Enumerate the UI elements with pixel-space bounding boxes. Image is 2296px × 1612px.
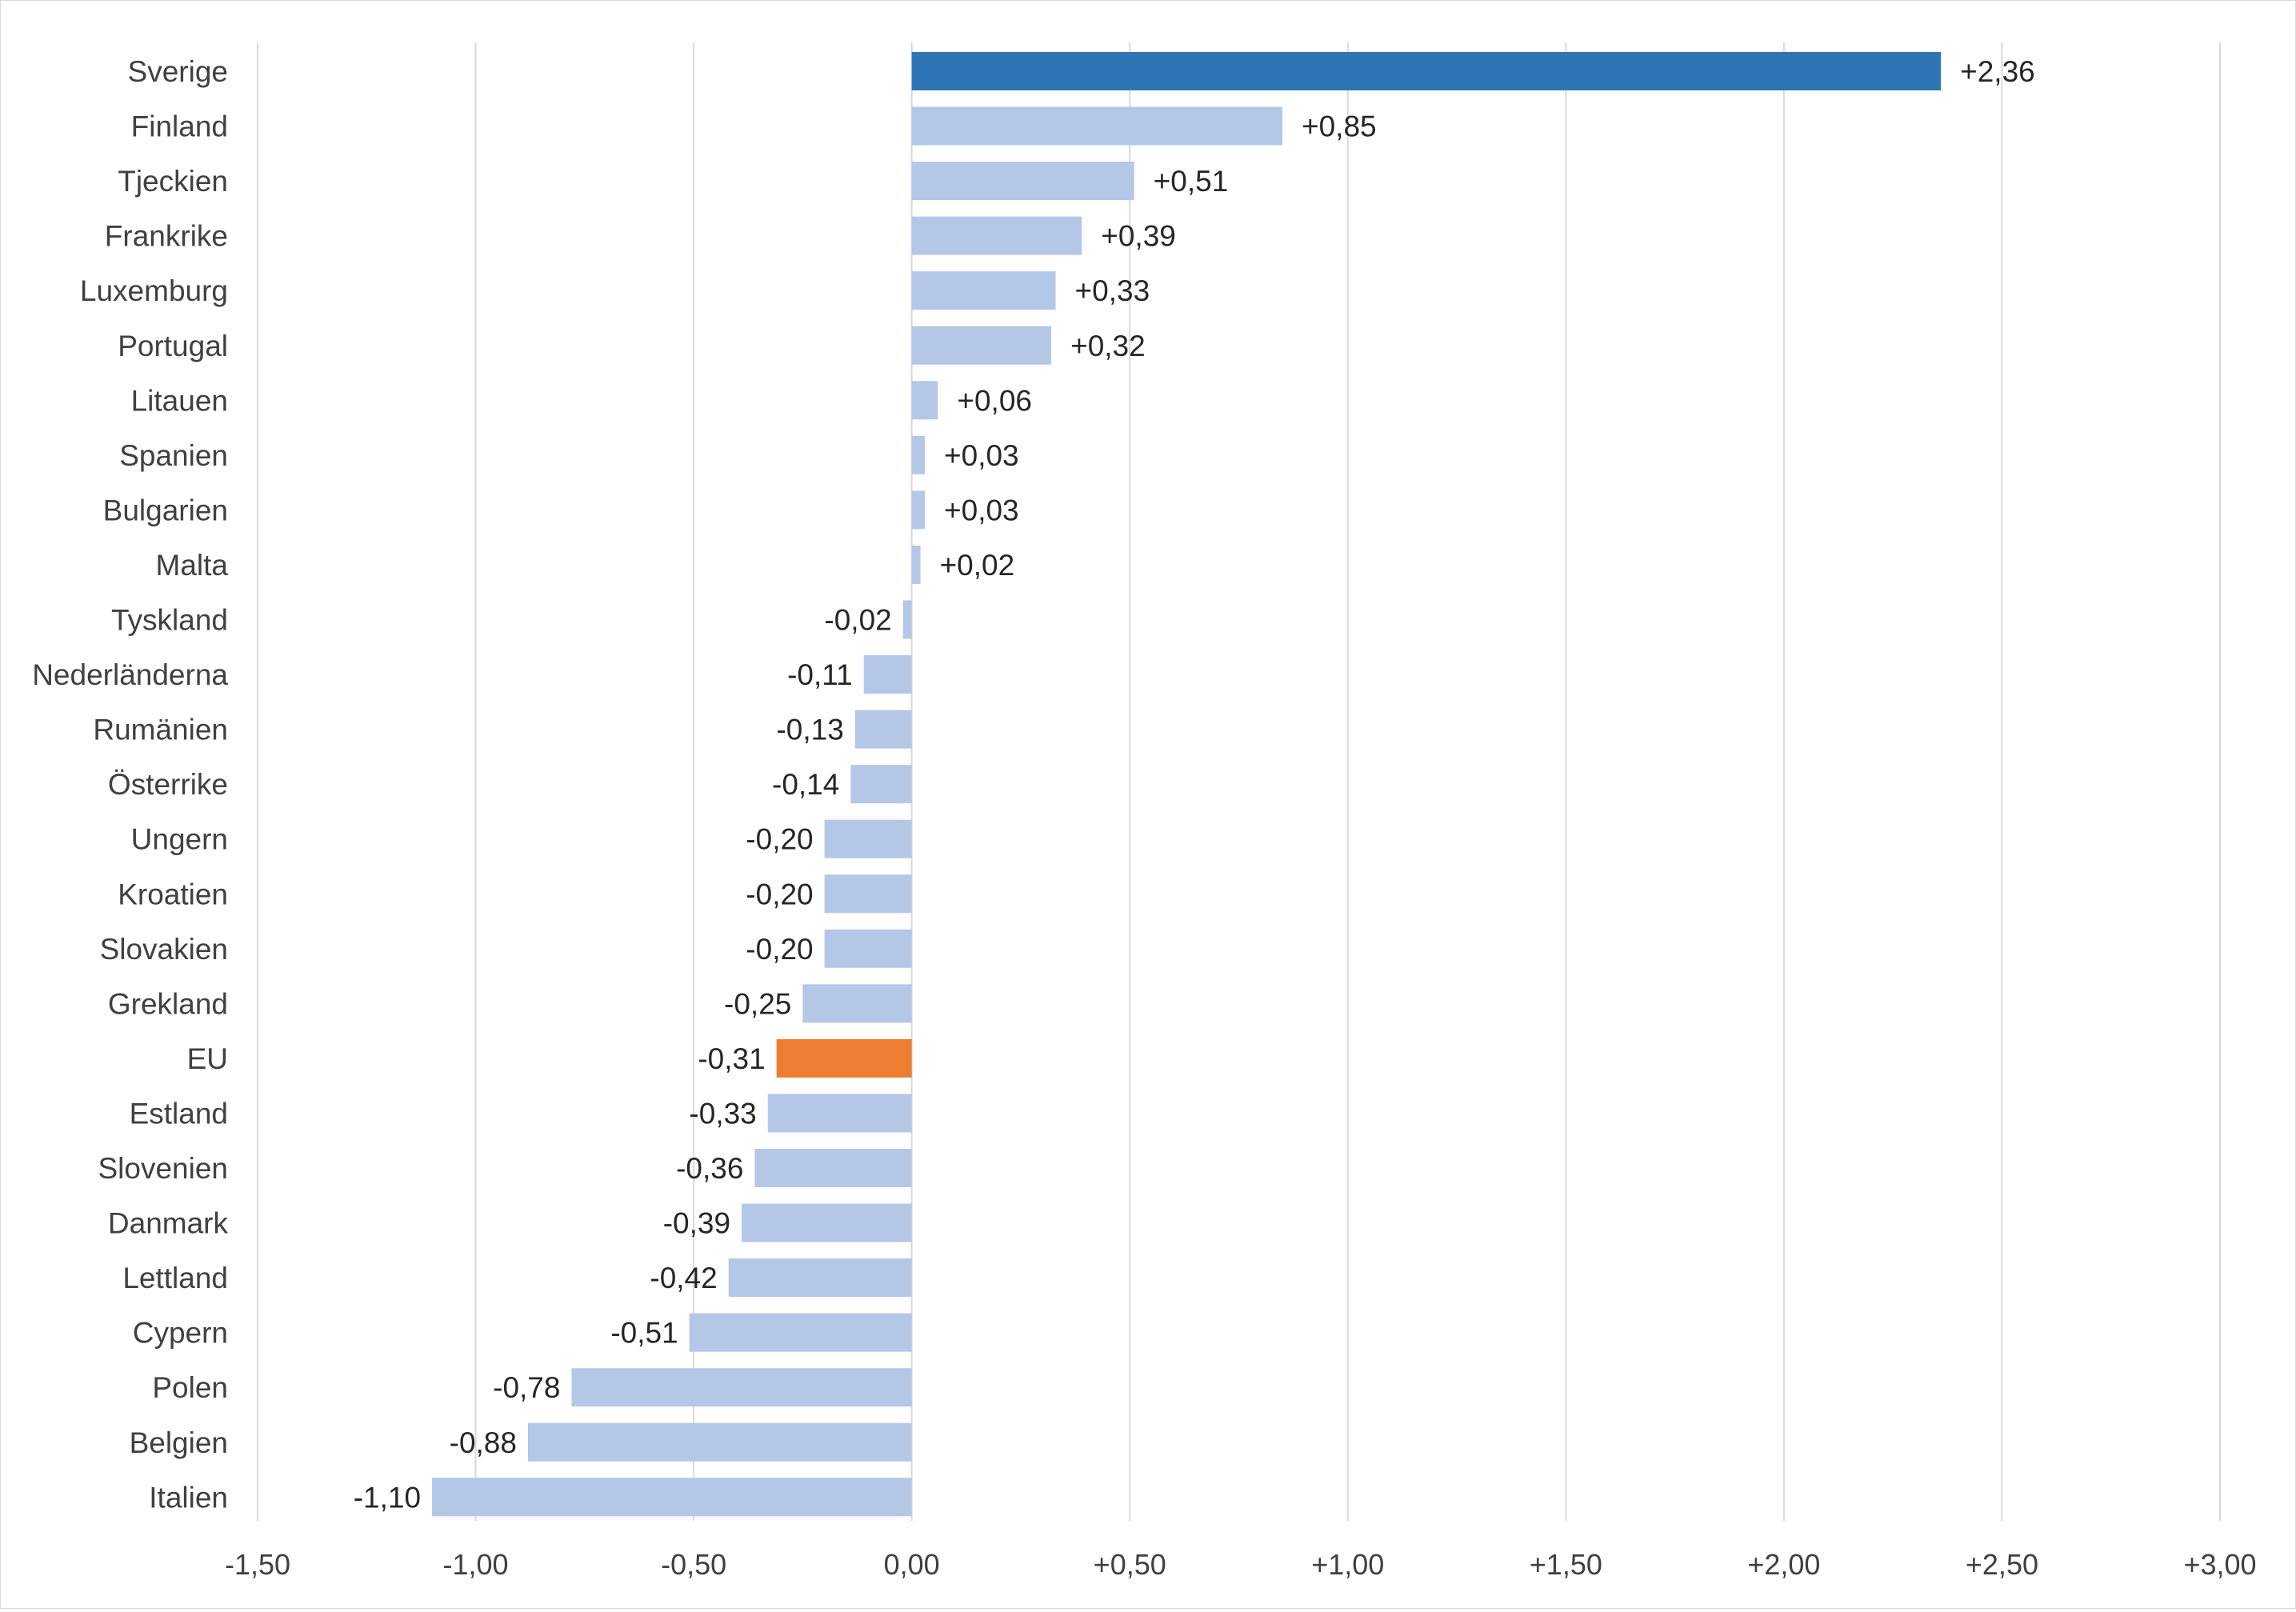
- bar-litauen: [911, 381, 938, 420]
- bar-nederländerna: [863, 655, 912, 694]
- data-label: -0,13: [776, 714, 843, 746]
- category-labels: Sverige Finland Tjeckien Frankrike Luxemburg…: [32, 55, 228, 1514]
- bar-bulgarien: [911, 490, 926, 530]
- data-label: -0,14: [772, 768, 839, 801]
- category-label: Estland: [130, 1097, 228, 1130]
- category-label: Kroatien: [118, 878, 228, 910]
- category-label: Österrike: [108, 768, 228, 801]
- data-label: -0,88: [450, 1426, 517, 1459]
- data-label: -0,42: [650, 1262, 717, 1294]
- bars: [432, 52, 1942, 1517]
- x-tick-label: +1,50: [1530, 1548, 1602, 1581]
- data-label: -0,36: [676, 1152, 743, 1185]
- data-label: -0,39: [663, 1207, 730, 1240]
- bar-slovakien: [824, 929, 912, 968]
- data-label: +0,85: [1302, 110, 1377, 143]
- bar-ungern: [824, 819, 912, 858]
- category-label: Belgien: [130, 1426, 228, 1459]
- bar-frankrike: [911, 216, 1082, 255]
- bar-lettland: [728, 1258, 912, 1298]
- bar-österrike: [850, 765, 912, 804]
- bar-danmark: [742, 1203, 912, 1242]
- category-label: Slovakien: [100, 933, 228, 966]
- category-label: Malta: [156, 549, 229, 582]
- data-label: -0,20: [746, 878, 813, 910]
- data-label: +0,32: [1070, 330, 1146, 362]
- data-label: -0,51: [610, 1317, 678, 1350]
- category-label: Tjeckien: [118, 165, 228, 198]
- category-label: EU: [187, 1042, 228, 1075]
- data-label: -1,10: [354, 1481, 421, 1514]
- bar-kroatien: [824, 874, 912, 914]
- bar-tjeckien: [911, 162, 1134, 201]
- x-axis-tick-labels: -1,50 -1,00 -0,50 0,00 +0,50 +1,00 +1,50 +2,00 +…: [225, 1548, 2257, 1581]
- x-tick-label: -0,50: [661, 1548, 726, 1581]
- bar-rumänien: [854, 710, 912, 749]
- data-labels: +2,36 +0,85 +0,51 +0,39 +0,33 +0,32 +0,06 +0,03…: [354, 55, 2035, 1514]
- data-label: +0,02: [940, 549, 1015, 582]
- category-label: Nederländerna: [32, 658, 228, 691]
- bar-tyskland: [902, 600, 912, 639]
- data-label: -0,02: [824, 604, 891, 637]
- bar-malta: [911, 545, 921, 584]
- bar-polen: [571, 1368, 912, 1407]
- data-label: +0,03: [944, 439, 1019, 472]
- bar-portugal: [911, 326, 1052, 365]
- category-label: Spanien: [119, 439, 228, 472]
- category-label: Rumänien: [93, 714, 228, 746]
- data-label: -0,20: [746, 933, 813, 966]
- x-tick-label: +2,00: [1747, 1548, 1820, 1581]
- category-label: Tyskland: [111, 604, 228, 637]
- category-label: Danmark: [108, 1207, 229, 1240]
- data-label: -0,20: [746, 823, 813, 856]
- x-tick-label: -1,00: [443, 1548, 509, 1581]
- data-label: -0,31: [698, 1042, 765, 1075]
- x-tick-label: +2,50: [1966, 1548, 2038, 1581]
- bar-sverige: [911, 52, 1942, 90]
- category-label: Bulgarien: [103, 494, 228, 526]
- category-label: Ungern: [131, 823, 228, 856]
- category-label: Luxemburg: [80, 274, 228, 307]
- x-tick-label: +3,00: [2183, 1548, 2256, 1581]
- data-label: -0,25: [724, 987, 791, 1020]
- data-label: +0,51: [1154, 165, 1229, 198]
- x-tick-label: 0,00: [884, 1548, 940, 1581]
- bar-italien: [432, 1478, 912, 1517]
- category-label: Portugal: [118, 330, 228, 362]
- bar-belgien: [527, 1422, 912, 1462]
- x-tick-label: -1,50: [225, 1548, 290, 1581]
- bar-slovenien: [754, 1149, 912, 1187]
- x-tick-label: +1,00: [1311, 1548, 1384, 1581]
- bar-estland: [767, 1094, 912, 1133]
- data-label: +0,39: [1101, 220, 1176, 253]
- data-label: +0,06: [957, 384, 1032, 417]
- data-label: -0,11: [787, 658, 853, 691]
- data-label: +2,36: [1960, 55, 2035, 88]
- category-label: Sverige: [128, 55, 228, 88]
- category-label: Lettland: [122, 1262, 228, 1294]
- data-label: +0,03: [944, 494, 1019, 526]
- category-label: Litauen: [131, 384, 228, 417]
- bar-eu: [776, 1038, 912, 1078]
- category-label: Grekland: [108, 987, 228, 1020]
- category-label: Italien: [149, 1481, 228, 1514]
- category-label: Slovenien: [98, 1152, 228, 1185]
- category-label: Cypern: [133, 1317, 228, 1350]
- x-tick-label: +0,50: [1094, 1548, 1166, 1581]
- bar-cypern: [689, 1313, 912, 1352]
- bar-finland: [911, 106, 1283, 146]
- bar-spanien: [911, 435, 926, 474]
- category-label: Frankrike: [105, 220, 228, 253]
- bar-grekland: [802, 984, 912, 1023]
- data-label: -0,78: [493, 1371, 560, 1404]
- gridlines: [257, 42, 2221, 1521]
- bar-luxemburg: [911, 271, 1056, 310]
- category-label: Polen: [152, 1371, 228, 1404]
- data-label: -0,33: [689, 1097, 756, 1130]
- data-label: +0,33: [1075, 274, 1150, 307]
- category-label: Finland: [131, 110, 228, 143]
